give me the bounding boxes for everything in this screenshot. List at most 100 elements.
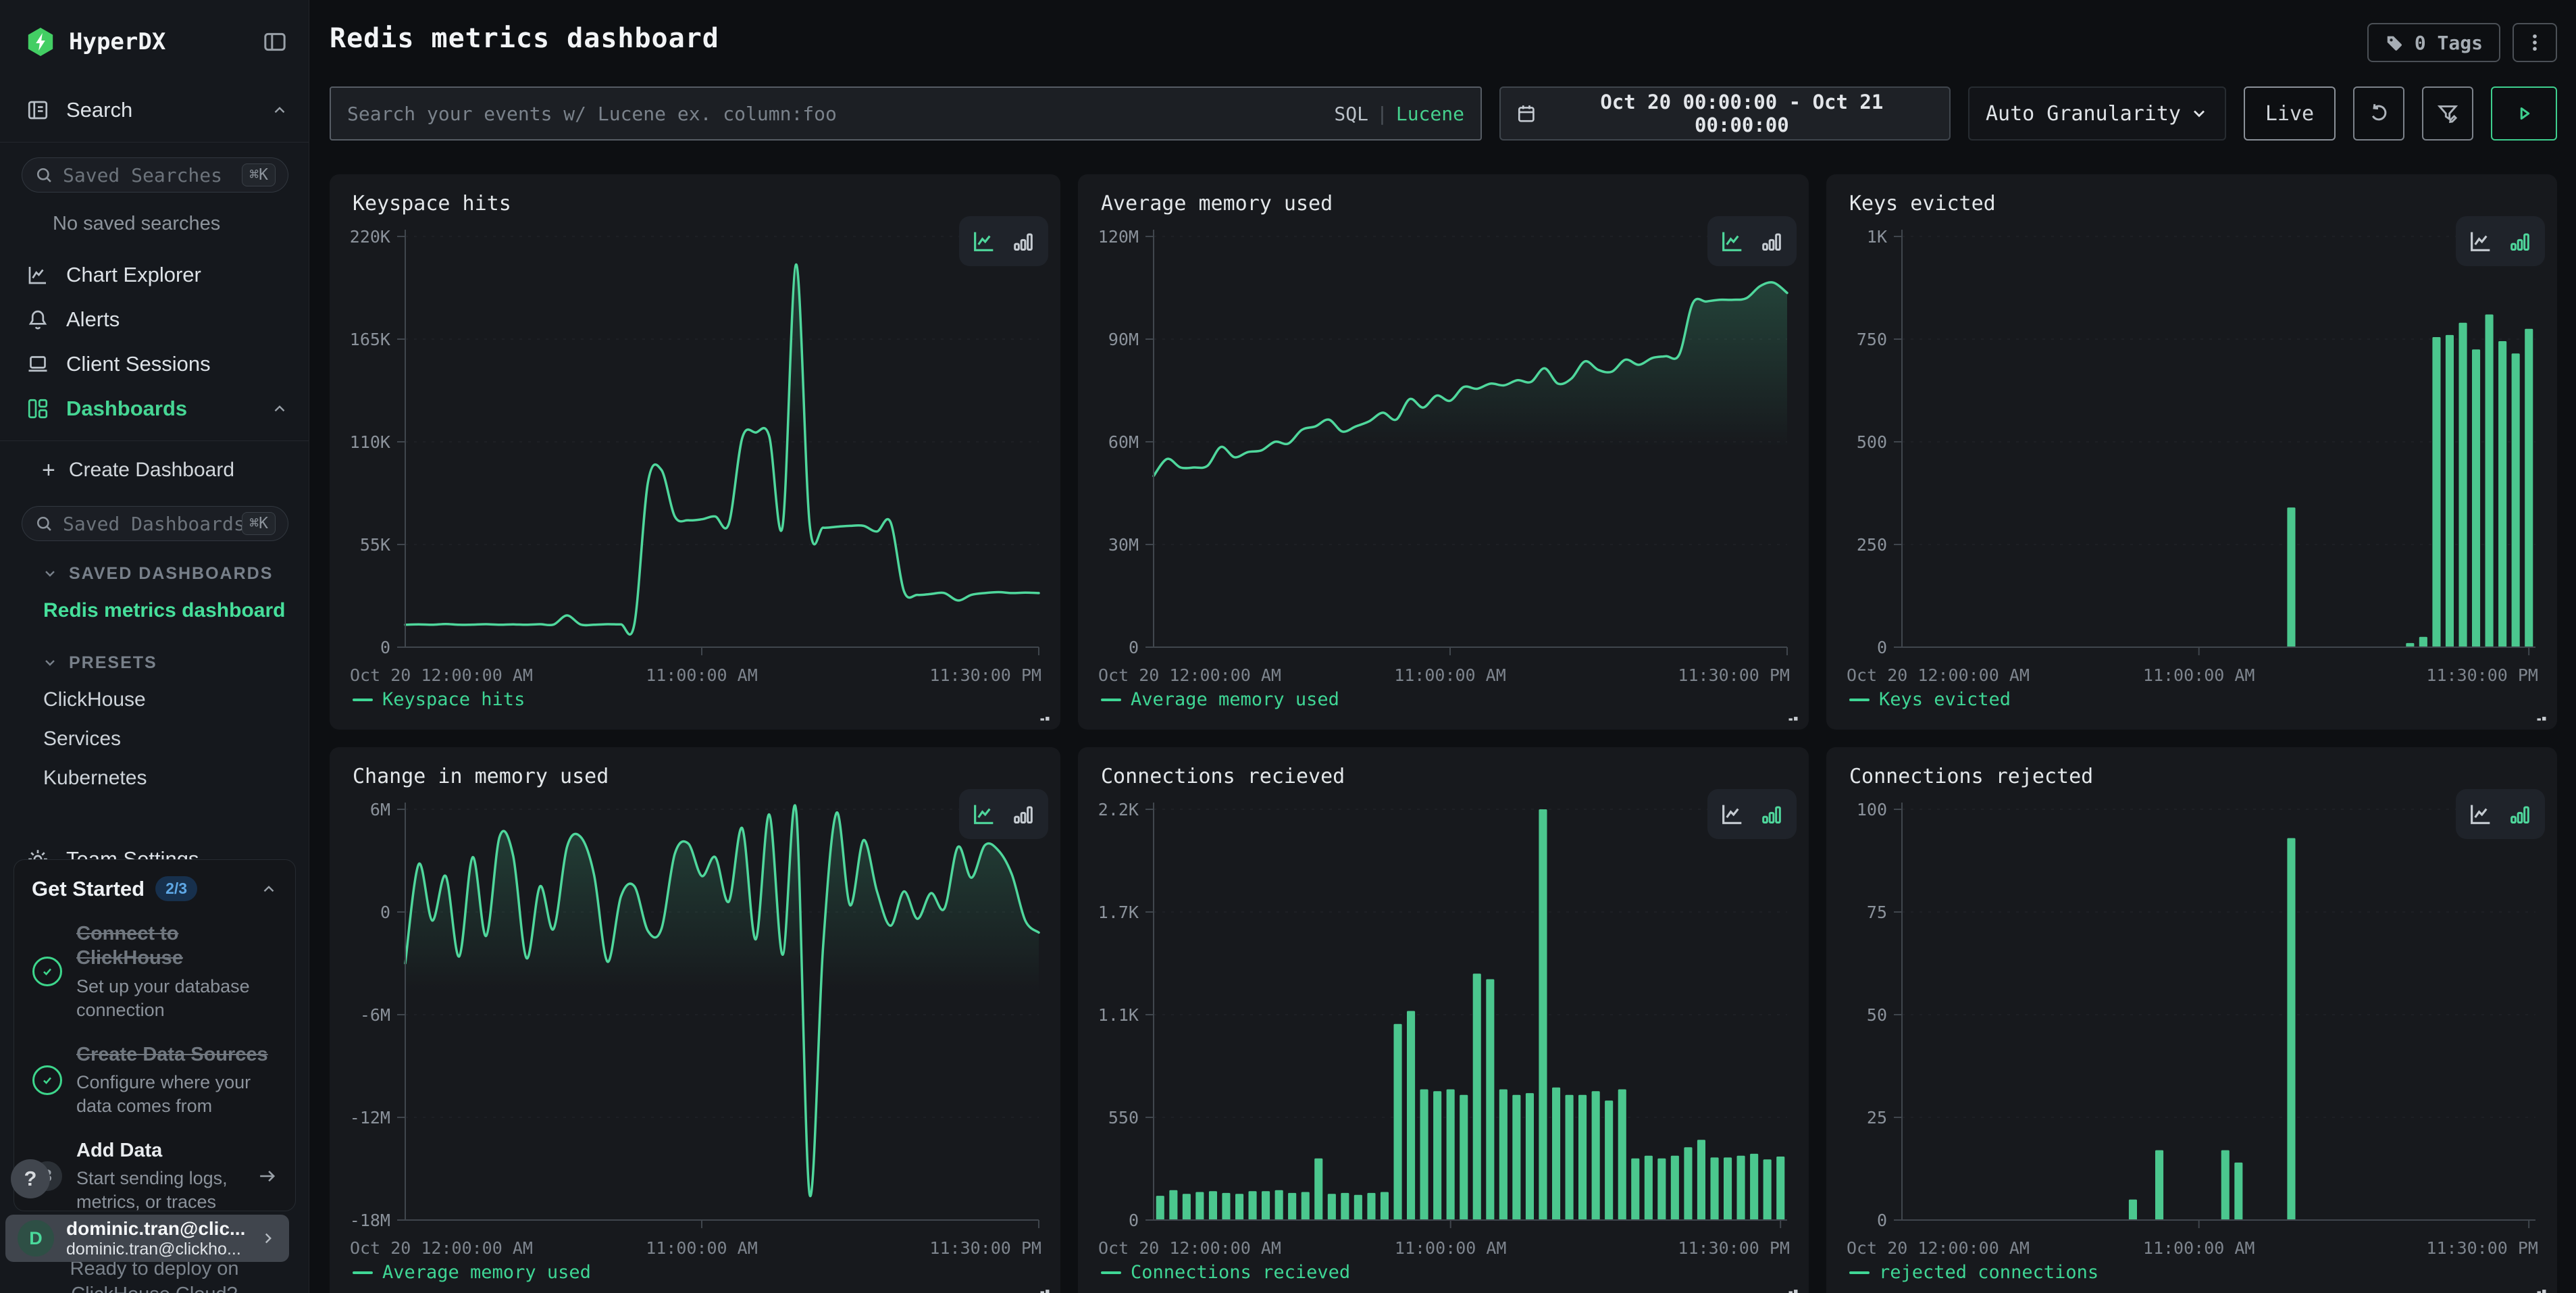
legend-marker (1849, 1271, 1870, 1274)
line-chart-toggle[interactable] (1719, 801, 1746, 828)
saved-dashboard-redis-metrics[interactable]: Redis metrics dashboard (0, 591, 309, 630)
granularity-select[interactable]: Auto Granularity (1968, 86, 2226, 141)
chart-canvas: 0255075100Oct 20 12:00:00 AM11:00:00 AM1… (1826, 747, 2557, 1293)
svg-text:0: 0 (1877, 638, 1887, 657)
dashboard-menu-button[interactable] (2513, 23, 2557, 62)
line-chart-toggle[interactable] (2467, 228, 2494, 255)
create-dashboard-button[interactable]: + Create Dashboard (0, 449, 309, 491)
sql-option[interactable]: SQL (1334, 103, 1368, 125)
live-button[interactable]: Live (2244, 86, 2336, 141)
shortcut-badge: ⌘K (242, 512, 276, 535)
step-description: Start sending logs, metrics, or traces (76, 1167, 257, 1214)
legend-marker (353, 1271, 373, 1274)
sidebar-item-search[interactable]: Search (0, 88, 309, 132)
panel-resize-handle[interactable] (1036, 707, 1054, 724)
chart-legend: Keys evicted (1849, 689, 2011, 710)
user-menu[interactable]: D dominic.tran@clic... dominic.tran@clic… (5, 1215, 289, 1262)
saved-dashboards-section-header[interactable]: SAVED DASHBOARDS (0, 556, 309, 591)
calendar-icon (1516, 103, 1537, 124)
check-circle-icon (32, 1065, 62, 1095)
sidebar-item-alerts[interactable]: Alerts (0, 297, 309, 342)
arrow-right-icon (257, 1165, 278, 1188)
sidebar-item-client-sessions[interactable]: Client Sessions (0, 342, 309, 386)
chevron-up-icon (271, 101, 288, 119)
panel-resize-handle[interactable] (2533, 1279, 2550, 1293)
progress-badge: 2/3 (155, 876, 197, 901)
svg-text:250: 250 (1857, 535, 1887, 555)
lucene-option[interactable]: Lucene (1396, 103, 1464, 125)
preset-clickhouse[interactable]: ClickHouse (0, 680, 309, 719)
bar-chart-toggle[interactable] (1758, 228, 1785, 255)
sidebar: HyperDX Search ⌘K No saved searches (0, 0, 309, 1293)
chart-type-toggle (2456, 216, 2545, 266)
saved-dashboards-field[interactable] (63, 513, 242, 535)
promo-text-line2: ClickHouse Cloud? (71, 1284, 238, 1293)
bar-chart-toggle[interactable] (1010, 228, 1037, 255)
get-started-header[interactable]: Get Started 2/3 (32, 876, 278, 901)
svg-text:0: 0 (1877, 1211, 1887, 1230)
query-language-toggle[interactable]: SQL|Lucene (1334, 103, 1464, 125)
sidebar-item-label: Alerts (66, 307, 288, 332)
preset-services[interactable]: Services (0, 719, 309, 759)
sidebar-item-chart-explorer[interactable]: Chart Explorer (0, 253, 309, 297)
chart-panel-keyspace-hits: Keyspace hits 055K110K165K220KOct 20 12:… (330, 174, 1060, 730)
svg-text:11:00:00 AM: 11:00:00 AM (2143, 1238, 2255, 1258)
saved-searches-input[interactable]: ⌘K (22, 157, 288, 193)
hyperdx-logo-icon (24, 26, 57, 58)
filter-button[interactable] (2422, 86, 2473, 141)
app-root: HyperDX Search ⌘K No saved searches (0, 0, 2576, 1293)
bar-chart-toggle[interactable] (1010, 801, 1037, 828)
step-connect-clickhouse[interactable]: Connect to ClickHouse Set up your databa… (32, 921, 278, 1022)
svg-text:11:00:00 AM: 11:00:00 AM (646, 665, 758, 685)
bar-chart-toggle[interactable] (2506, 801, 2533, 828)
chevron-down-icon (42, 565, 58, 582)
svg-text:30M: 30M (1108, 535, 1139, 555)
dashboard-link-label: Redis metrics dashboard (43, 599, 285, 622)
line-chart-toggle[interactable] (971, 801, 998, 828)
step-title: Connect to ClickHouse (76, 921, 274, 971)
divider (0, 440, 309, 441)
svg-text:500: 500 (1857, 432, 1887, 452)
step-create-data-sources[interactable]: Create Data Sources Configure where your… (32, 1042, 278, 1118)
panel-resize-handle[interactable] (1784, 1279, 1802, 1293)
saved-searches-field[interactable] (63, 164, 242, 186)
svg-text:Oct 20 12:00:00 AM: Oct 20 12:00:00 AM (1847, 1238, 2030, 1258)
line-chart-toggle[interactable] (971, 228, 998, 255)
legend-label: Connections recieved (1131, 1262, 1350, 1283)
legend-label: rejected connections (1879, 1262, 2098, 1283)
preset-kubernetes[interactable]: Kubernetes (0, 759, 309, 798)
tags-button[interactable]: 0 Tags (2367, 23, 2500, 62)
sidebar-collapse-icon[interactable] (261, 28, 288, 55)
plus-icon: + (42, 457, 55, 484)
help-button[interactable]: ? (11, 1159, 50, 1198)
event-search-box[interactable]: SQL|Lucene (330, 86, 1482, 141)
line-chart-toggle[interactable] (2467, 801, 2494, 828)
panel-resize-handle[interactable] (2533, 707, 2550, 724)
bar-chart-toggle[interactable] (2506, 228, 2533, 255)
sidebar-item-dashboards[interactable]: Dashboards (0, 386, 309, 431)
refresh-button[interactable] (2353, 86, 2404, 141)
time-range-picker[interactable]: Oct 20 00:00:00 - Oct 21 00:00:00 (1499, 86, 1951, 141)
saved-dashboards-input[interactable]: ⌘K (22, 506, 288, 541)
step-add-data[interactable]: 3 Add Data Start sending logs, metrics, … (32, 1138, 278, 1214)
panel-resize-handle[interactable] (1036, 1279, 1054, 1293)
preset-label: Kubernetes (43, 767, 147, 790)
legend-marker (353, 699, 373, 701)
panel-resize-handle[interactable] (1784, 707, 1802, 724)
svg-text:50: 50 (1867, 1005, 1887, 1025)
chart-legend: Average memory used (353, 1262, 591, 1283)
svg-text:0: 0 (380, 638, 390, 657)
presets-section-header[interactable]: PRESETS (0, 645, 309, 680)
create-dashboard-label: Create Dashboard (69, 459, 234, 482)
chart-type-toggle (959, 216, 1048, 266)
no-saved-searches-text: No saved searches (53, 213, 309, 235)
bar-chart-toggle[interactable] (1758, 801, 1785, 828)
chart-type-toggle (1707, 789, 1797, 839)
avatar: D (18, 1220, 54, 1257)
svg-text:Oct 20 12:00:00 AM: Oct 20 12:00:00 AM (1098, 1238, 1281, 1258)
run-query-button[interactable] (2491, 86, 2557, 141)
line-chart-toggle[interactable] (1719, 228, 1746, 255)
svg-text:750: 750 (1857, 330, 1887, 349)
event-search-input[interactable] (347, 103, 1334, 125)
help-label: ? (24, 1167, 37, 1191)
